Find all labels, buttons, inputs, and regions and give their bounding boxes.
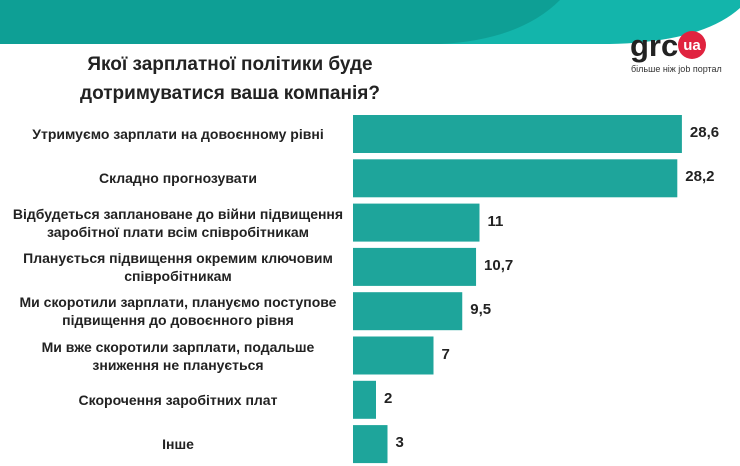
value-label: 10,7 <box>484 256 514 274</box>
value-label: 28,2 <box>685 168 715 186</box>
chart-title: Якої зарплатної політики буде дотримуват… <box>80 54 380 104</box>
value-label: 9,5 <box>470 301 492 319</box>
logo-badge: ua <box>683 37 701 54</box>
value-label: 28,6 <box>689 124 720 141</box>
category-label: Складно прогнозувати <box>98 170 258 187</box>
category-label: Ми вже скоротили зарплати, подальше зниж… <box>41 338 315 373</box>
category-label: Інше <box>162 436 194 453</box>
category-label: Скорочення заробітних плат <box>78 391 278 408</box>
logo-tagline: більше ніж job портал <box>631 64 722 74</box>
logo-brand: grc <box>630 28 678 63</box>
value-label: 3 <box>395 434 404 452</box>
bar <box>353 425 388 464</box>
category-label: Планується підвищення окремим ключовим с… <box>23 249 333 284</box>
value-label: 11 <box>487 212 504 230</box>
category-label: Ми скоротили зарплати, плануємо поступов… <box>19 294 337 329</box>
bar <box>353 292 463 331</box>
value-label: 7 <box>441 345 450 363</box>
category-label: Відбудеться заплановане до війни підвище… <box>12 205 344 240</box>
bar <box>353 336 434 375</box>
bar <box>353 115 682 153</box>
category-label: Утримуємо зарплати на довоєнному рівні <box>32 126 324 142</box>
logo-badge-bg <box>678 31 706 59</box>
bar <box>353 203 480 242</box>
banner-dark <box>0 0 560 44</box>
value-label: 2 <box>384 389 393 407</box>
bar <box>353 380 376 419</box>
bar <box>353 159 678 198</box>
bar <box>353 247 477 286</box>
